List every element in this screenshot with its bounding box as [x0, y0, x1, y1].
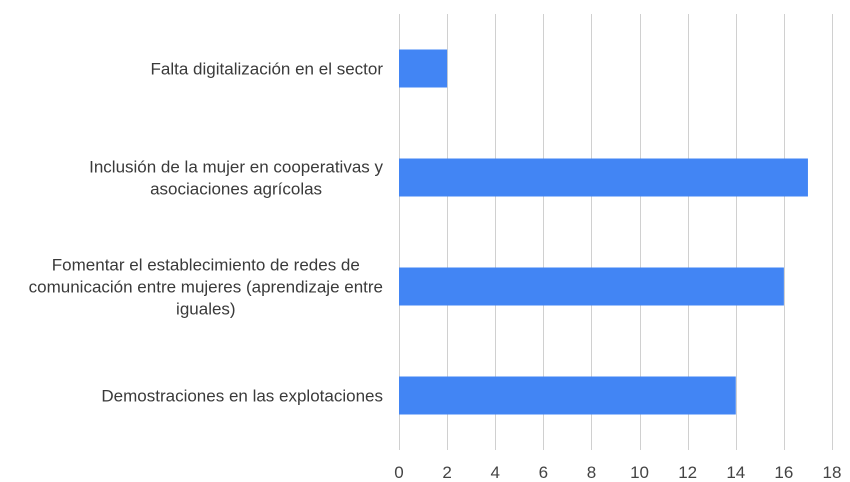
x-tick-label: 18 — [823, 463, 842, 482]
category-label: Demostraciones en las explotaciones — [101, 387, 383, 406]
bar — [399, 49, 448, 88]
x-tick-label: 12 — [678, 463, 697, 482]
x-tick-label: 16 — [774, 463, 793, 482]
bars — [399, 49, 808, 415]
x-tick-label: 0 — [394, 463, 403, 482]
x-tick-label: 6 — [539, 463, 548, 482]
bar — [399, 376, 736, 415]
category-label: Falta digitalización en el sector — [151, 60, 384, 79]
category-labels: Falta digitalización en el sector Inclusi… — [29, 60, 384, 406]
x-tick-label: 2 — [442, 463, 451, 482]
bar — [399, 267, 784, 306]
x-tick-label: 10 — [630, 463, 649, 482]
category-label: Fomentar el establecimiento de redes de c… — [29, 256, 383, 319]
gridlines — [399, 14, 833, 450]
x-tick-label: 8 — [587, 463, 596, 482]
x-tick-label: 14 — [726, 463, 745, 482]
x-axis-ticks: 0 2 4 6 8 10 12 14 16 18 — [394, 463, 841, 482]
bar — [399, 158, 808, 197]
x-tick-label: 4 — [490, 463, 499, 482]
